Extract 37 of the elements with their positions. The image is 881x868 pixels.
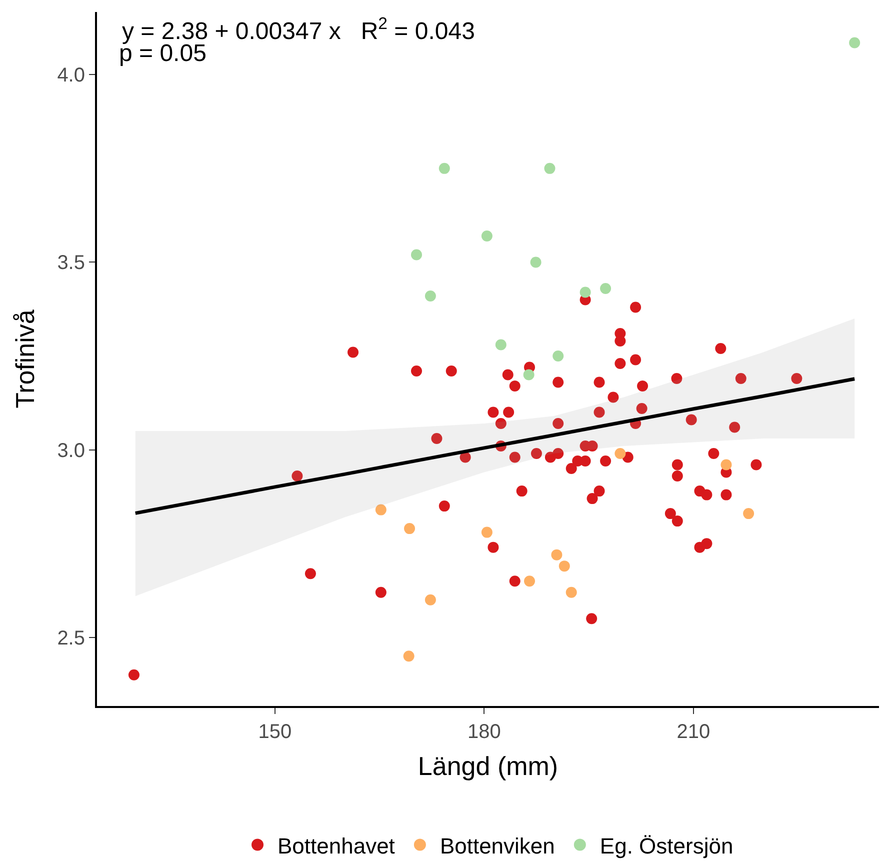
point <box>404 523 416 534</box>
point <box>524 576 536 587</box>
point <box>411 249 422 260</box>
x-tick-label: 150 <box>258 721 292 743</box>
y-tick-label: 3.0 <box>57 440 85 462</box>
point <box>438 162 450 174</box>
point <box>424 594 436 606</box>
x-tick-label: 180 <box>467 721 501 743</box>
point <box>424 290 436 302</box>
y-tick-label: 3.5 <box>57 252 85 274</box>
point <box>495 339 506 350</box>
point <box>558 560 570 572</box>
point <box>743 508 754 520</box>
legend-label: Bottenhavet <box>278 833 395 858</box>
point <box>523 369 534 380</box>
x-axis-title: Längd (mm) <box>418 751 558 782</box>
point <box>614 448 626 460</box>
y-tick-label: 2.5 <box>57 627 85 650</box>
point <box>552 350 564 362</box>
point <box>375 504 386 516</box>
point <box>530 256 542 268</box>
y-tick-label: 4.0 <box>57 64 85 87</box>
point <box>551 549 562 560</box>
legend-label: Eg. Östersjön <box>600 833 734 858</box>
point <box>600 282 612 294</box>
point <box>481 526 492 538</box>
point <box>580 286 591 298</box>
point <box>544 162 556 174</box>
point <box>720 459 732 470</box>
legend-label: Bottenviken <box>440 833 555 858</box>
y-axis-title: Trofinivå <box>10 309 40 408</box>
point <box>566 586 577 598</box>
point <box>849 37 860 48</box>
point <box>481 230 492 242</box>
line-series <box>134 377 856 515</box>
point <box>403 650 414 662</box>
x-tick-label: 210 <box>676 721 710 743</box>
